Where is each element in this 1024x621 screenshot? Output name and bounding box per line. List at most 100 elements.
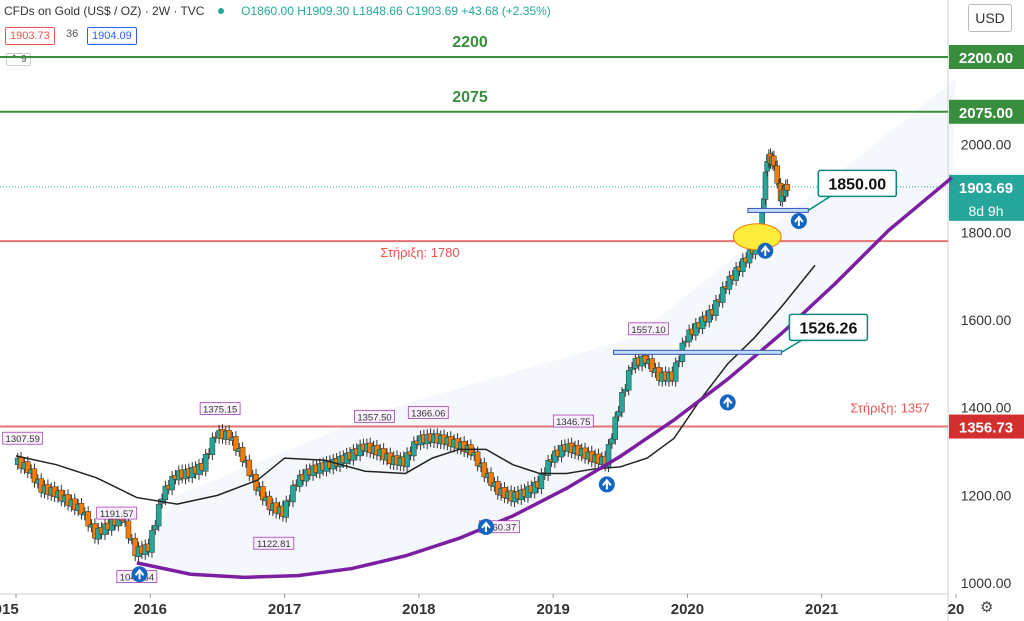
candle-body bbox=[612, 416, 618, 440]
pivot-label-7: 1160.37 bbox=[483, 523, 517, 534]
currency-button[interactable]: USD bbox=[968, 4, 1012, 32]
x-tick-7: 20 bbox=[948, 601, 965, 618]
candle-body bbox=[619, 392, 625, 413]
y-tick-3: 1600.00 bbox=[961, 312, 1012, 328]
level-label-1: 2075 bbox=[452, 89, 488, 106]
pivot-box-9 bbox=[628, 322, 669, 336]
candle-body bbox=[649, 358, 655, 372]
pivot-box-1 bbox=[96, 506, 138, 520]
candle-body bbox=[162, 485, 169, 500]
pivot-box-8 bbox=[552, 414, 594, 428]
callout-zone-0 bbox=[747, 207, 809, 213]
candle-body bbox=[771, 155, 777, 166]
candle-body bbox=[713, 300, 719, 316]
candle-body bbox=[303, 469, 310, 482]
pivot-box-3 bbox=[199, 402, 241, 415]
pivot-box-0 bbox=[2, 431, 44, 445]
up-arrow-glyph bbox=[722, 396, 733, 408]
x-tick-0: 2015 bbox=[0, 601, 19, 618]
candle-body bbox=[31, 468, 38, 483]
axis-tag-text-1: 2075.00 bbox=[959, 105, 1013, 122]
candle-body bbox=[558, 445, 565, 458]
candle-body bbox=[78, 503, 85, 515]
symbol-title[interactable]: CFDs on Gold (US$ / OZ) · 2W · TVC bbox=[4, 4, 205, 18]
callout-zone-1 bbox=[613, 349, 782, 355]
pivot-label-4: 1122.81 bbox=[257, 539, 291, 550]
candle-body bbox=[25, 461, 31, 473]
candle-body bbox=[686, 329, 692, 343]
cup-shaded-area bbox=[136, 78, 956, 578]
collapse-indicators-button[interactable]: ⌃ 9 bbox=[6, 53, 31, 66]
candle-body bbox=[774, 165, 780, 184]
current-price-text: 1903.69 bbox=[959, 180, 1013, 197]
axis-tag-0 bbox=[949, 44, 1024, 69]
candle-body bbox=[642, 355, 649, 364]
level-label-0: 2200 bbox=[452, 34, 488, 51]
pivot-label-3: 1375.15 bbox=[203, 405, 237, 416]
candle-body bbox=[209, 437, 216, 456]
candle-body bbox=[85, 511, 91, 527]
moving-average-line bbox=[15, 264, 816, 505]
y-tick-4: 1800.00 bbox=[961, 224, 1012, 240]
up-arrow-glyph bbox=[760, 245, 771, 256]
level-label-3: Στήριξη: 1357 bbox=[850, 401, 929, 416]
candle-body bbox=[693, 323, 699, 336]
candle-body bbox=[296, 474, 303, 487]
y-tick-2: 1400.00 bbox=[961, 400, 1012, 416]
y-tick-5: 2000.00 bbox=[961, 137, 1012, 153]
candle-body bbox=[155, 503, 162, 527]
up-arrow-glyph bbox=[794, 215, 804, 226]
candle-body bbox=[239, 447, 246, 462]
pivot-label-6: 1366.06 bbox=[411, 409, 445, 420]
cup-curve-line bbox=[136, 176, 954, 580]
candle-body bbox=[740, 258, 746, 273]
x-tick-2: 2017 bbox=[268, 601, 301, 618]
candle-body bbox=[784, 183, 791, 191]
bid-price[interactable]: 1903.73 bbox=[5, 27, 55, 45]
pivot-label-1: 1191.57 bbox=[100, 509, 134, 520]
candle-body bbox=[202, 454, 209, 472]
x-tick-4: 2019 bbox=[536, 601, 569, 618]
y-tick-0: 1000.00 bbox=[961, 575, 1012, 591]
candle-body bbox=[226, 430, 232, 440]
candle-body bbox=[474, 451, 481, 467]
pivot-label-8: 1346.75 bbox=[556, 417, 590, 428]
callout-pointer-1 bbox=[781, 339, 802, 353]
pivot-box-6 bbox=[407, 406, 449, 419]
candle-body bbox=[488, 472, 494, 486]
candle-body bbox=[495, 481, 501, 495]
candle-body bbox=[481, 462, 488, 478]
chart-header: CFDs on Gold (US$ / OZ) · 2W · TVC O1860… bbox=[4, 4, 551, 18]
candle-body bbox=[615, 410, 622, 417]
candle-body bbox=[762, 171, 769, 200]
candle-body bbox=[125, 520, 132, 539]
up-arrow-glyph bbox=[602, 478, 612, 490]
callout-pointer-0 bbox=[807, 195, 831, 212]
x-tick-1: 2016 bbox=[134, 601, 167, 618]
callout-box-1 bbox=[788, 313, 869, 342]
candle-body bbox=[605, 444, 612, 468]
up-arrow-glyph bbox=[134, 568, 145, 580]
pivot-label-9: 1557.10 bbox=[631, 325, 665, 336]
collapse-count: 9 bbox=[21, 54, 27, 65]
candle-body bbox=[149, 530, 155, 553]
y-tick-1: 1200.00 bbox=[961, 487, 1012, 503]
candle-body bbox=[411, 441, 417, 457]
candle-body bbox=[545, 460, 551, 476]
breakout-highlight bbox=[732, 223, 782, 251]
callout-text-0: 1850.00 bbox=[828, 176, 886, 193]
spread-value: 36 bbox=[66, 28, 79, 40]
candle-body bbox=[266, 495, 273, 511]
candle-body bbox=[733, 267, 739, 281]
current-price-tag bbox=[949, 174, 1024, 221]
callout-text-1: 1526.26 bbox=[800, 320, 858, 337]
ask-price[interactable]: 1904.09 bbox=[87, 27, 137, 45]
candle-body bbox=[246, 459, 253, 477]
x-tick-5: 2020 bbox=[671, 601, 704, 618]
market-status-icon bbox=[217, 8, 224, 14]
axis-tag-text-0: 2200.00 bbox=[959, 50, 1013, 67]
settings-gear-icon[interactable]: ⚙ bbox=[980, 599, 994, 616]
candle-body bbox=[283, 500, 289, 518]
candle-body bbox=[726, 275, 733, 290]
